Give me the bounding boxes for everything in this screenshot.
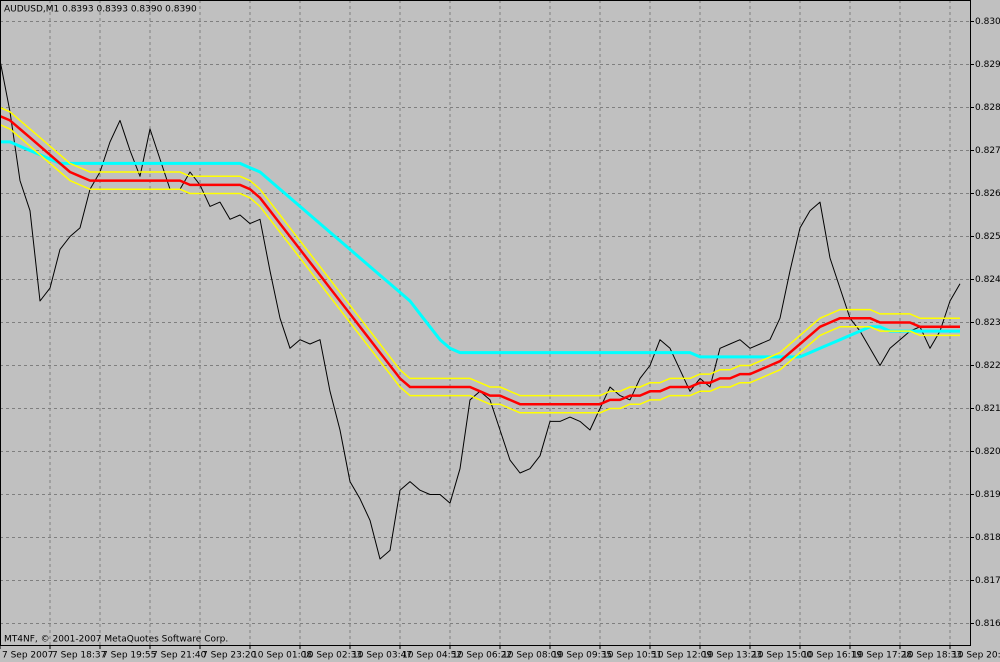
copyright: MT4NF, © 2001-2007 MetaQuotes Software C…	[4, 635, 228, 645]
y-tick-label: 0.8255	[975, 232, 1000, 242]
x-tick-label: 10 Sep 18:33	[902, 651, 962, 661]
x-tick-label: 7 Sep 23:20	[202, 651, 257, 661]
y-tick-label: 0.8245	[975, 275, 1000, 285]
chart-title: AUDUSD,M1 0.8393 0.8393 0.8390 0.8390	[4, 5, 197, 15]
x-tick-label: 7 Sep 18:37	[52, 651, 106, 661]
x-tick-label: 10 Sep 17:28	[852, 651, 912, 661]
x-tick-label: 10 Sep 01:08	[252, 651, 312, 661]
series-line	[0, 106, 960, 397]
x-tick-label: 10 Sep 09:35	[552, 651, 612, 661]
x-tick-label: 10 Sep 06:22	[452, 651, 512, 661]
y-tick-label: 0.8235	[975, 318, 1000, 328]
axes: 0.8305 0.8295 0.8285 0.8275 0.8265 0.8255 0.82…	[0, 17, 1000, 661]
y-tick-label: 0.8165	[975, 619, 1000, 629]
x-tick-label: 10 Sep 03:47	[352, 651, 412, 661]
x-tick-label: 10 Sep 13:23	[702, 651, 762, 661]
x-tick-label: 10 Sep 02:33	[302, 651, 362, 661]
x-tick-label: 7 Sep 21:40	[152, 651, 207, 661]
x-tick-label: 10 Sep 04:52	[402, 651, 462, 661]
y-tick-label: 0.8285	[975, 103, 1000, 113]
series-line	[0, 114, 960, 406]
x-tick-label: 10 Sep 12:09	[652, 651, 712, 661]
x-tick-label: 10 Sep 16:19	[802, 651, 862, 661]
x-tick-label: 10 Sep 10:51	[602, 651, 662, 661]
y-tick-label: 0.8305	[975, 17, 1000, 27]
x-tick-label: 10 Sep 20:13	[952, 651, 1000, 661]
x-tick-label: 10 Sep 15:00	[752, 651, 812, 661]
y-tick-label: 0.8225	[975, 361, 1000, 371]
y-tick-label: 0.8275	[975, 146, 1000, 156]
y-tick-label: 0.8195	[975, 490, 1000, 500]
series-line	[0, 140, 960, 359]
y-tick-label: 0.8215	[975, 404, 1000, 414]
y-tick-label: 0.8295	[975, 60, 1000, 70]
series-line	[0, 124, 960, 414]
y-tick-label: 0.8175	[975, 576, 1000, 586]
plot	[0, 60, 961, 560]
y-tick-label: 0.8265	[975, 189, 1000, 199]
x-tick-label: 10 Sep 08:09	[502, 651, 562, 661]
x-tick-label: 7 Sep 2007	[2, 651, 53, 661]
y-tick-label: 0.8185	[975, 533, 1000, 543]
y-tick-label: 0.8205	[975, 447, 1000, 457]
x-tick-label: 7 Sep 19:55	[102, 651, 156, 661]
